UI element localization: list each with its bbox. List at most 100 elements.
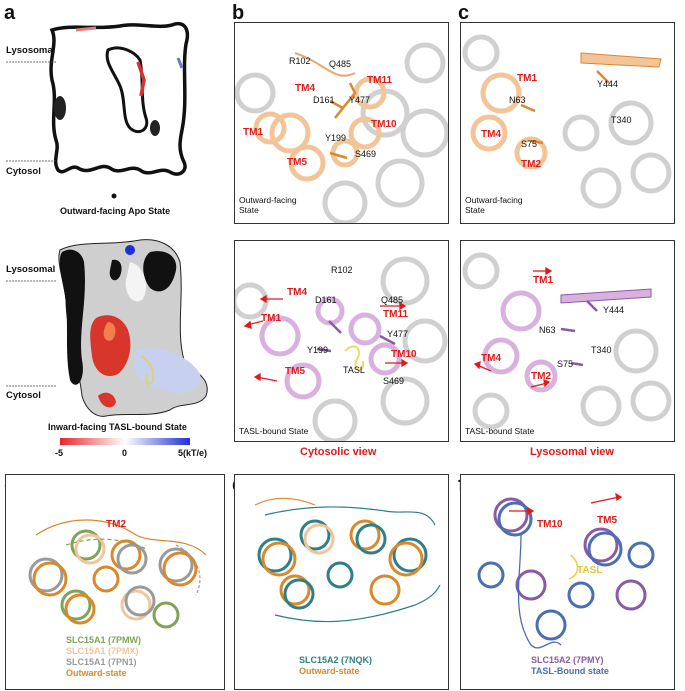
apo-dark-blob <box>54 96 66 120</box>
panel-a-surfaces <box>6 21 208 445</box>
tm11-label-b: TM11 <box>383 309 409 320</box>
tm5-label-f: TM5 <box>597 515 617 526</box>
overlay-d <box>28 519 207 629</box>
caption-tasl-bound: Inward-facing TASL-bound State <box>48 422 187 432</box>
res-Y444: Y444 <box>597 79 619 89</box>
scale-min: -5 <box>55 448 64 458</box>
res-Y477: Y477 <box>349 95 371 105</box>
legend-e-1: Outward-state <box>299 666 360 676</box>
tm2-label-d: TM2 <box>106 519 126 530</box>
overlay-f <box>477 492 655 649</box>
panel-d: TM2 SLC15A1 (7PMW) SLC15A1 (7PMX) SLC15A… <box>5 474 225 690</box>
helix-bundle-c-top <box>462 34 672 209</box>
tm1-label-c: TM1 <box>517 73 537 84</box>
tm4-label-b: TM4 <box>287 287 307 298</box>
tm10-label-f: TM10 <box>537 519 563 530</box>
helix-bundle-b-bottom <box>235 256 448 441</box>
helix-bundle-b-top <box>235 42 448 223</box>
cytosolic-view-label: Cytosolic view <box>300 446 377 458</box>
state-label-b-bottom: TASL-bound State <box>239 426 309 436</box>
helix-bundle-c-bottom <box>462 252 672 430</box>
apo-red-patch <box>136 61 146 97</box>
tm10-label: TM10 <box>371 119 397 130</box>
lysosomal-view-label: Lysosomal view <box>530 446 614 458</box>
scale-max: 5(kT/e) <box>178 448 208 458</box>
res-TASL-b: TASL <box>343 365 365 375</box>
state-label-c-bottom: TASL-bound State <box>465 426 535 436</box>
res-Y199: Y199 <box>325 133 347 143</box>
apo-dot <box>111 193 117 199</box>
res-T340-b: T340 <box>591 345 612 355</box>
tasl-black-region-3 <box>109 259 122 281</box>
tm2-label-c: TM2 <box>521 159 541 170</box>
cytosol-label-bottom: Cytosol <box>6 390 41 401</box>
tm5-label: TM5 <box>287 157 307 168</box>
tasl-black-region <box>59 249 85 385</box>
res-Y477-b: Y477 <box>387 329 409 339</box>
tasl-orange-region <box>103 322 116 341</box>
panel-label-a: a <box>4 2 16 24</box>
panel-label-b: b <box>232 2 245 24</box>
tasl-label-f: TASL <box>577 565 603 576</box>
panel-b-top: R102 Q485 TM11 TM4 D161 Y477 TM1 TM10 Y1… <box>234 22 449 224</box>
res-S469: S469 <box>355 149 377 159</box>
apo-dark-blob-2 <box>150 120 160 136</box>
apo-blue-patch <box>176 57 184 69</box>
legend-f-1: TASL-Bound state <box>531 666 609 676</box>
panel-a: Lysosomal Cytosol Outward-facing Apo Sta… <box>0 0 228 470</box>
tm10-label-b: TM10 <box>391 349 417 360</box>
tm1-label-b: TM1 <box>261 313 281 324</box>
res-Y444-b: Y444 <box>603 305 625 315</box>
res-D161: D161 <box>313 95 335 105</box>
scale-mid: 0 <box>122 448 128 458</box>
caption-apo: Outward-facing Apo State <box>60 206 171 216</box>
apo-inner-cavity <box>105 46 149 134</box>
overlay-e <box>254 497 441 623</box>
res-N63-b: N63 <box>539 325 556 335</box>
lysosomal-label-top: Lysosomal <box>6 45 56 56</box>
legend-f-0: SLC15A2 (7PMY) <box>531 655 604 665</box>
tm11-label: TM11 <box>367 75 393 86</box>
legend-d-1: SLC15A1 (7PMX) <box>66 646 139 656</box>
res-S469-b: S469 <box>383 376 405 386</box>
legend-e-0: SLC15A2 (7NQK) <box>299 655 373 665</box>
tasl-yellow-peptide <box>141 355 154 385</box>
legend-d-2: SLC15A1 (7PN1) <box>66 657 137 667</box>
panel-b-bottom: R102 TM4 D161 Q485 TM1 TM11 Y477 Y199 TM… <box>234 240 449 442</box>
tm4-label-c: TM4 <box>481 129 501 140</box>
res-N63: N63 <box>509 95 526 105</box>
res-D161-b: D161 <box>315 295 337 305</box>
tm5-label-b: TM5 <box>285 366 305 377</box>
tasl-blue-region <box>134 348 201 394</box>
res-Q485-b: Q485 <box>381 295 404 305</box>
legend-d-3: Outward-state <box>66 668 127 678</box>
apo-surface-outline <box>49 21 190 176</box>
tm2-label-c-b: TM2 <box>531 371 551 382</box>
tasl-white-region <box>125 262 146 302</box>
res-R102-b: R102 <box>331 265 353 275</box>
state-label-c-top: Outward-facing State <box>465 195 523 215</box>
tm1-label-c-b: TM1 <box>533 275 553 286</box>
res-S75-b: S75 <box>557 359 574 369</box>
legend-d-0: SLC15A1 (7PMW) <box>66 635 142 645</box>
tm4-label-c-b: TM4 <box>481 353 501 364</box>
res-Y199-b: Y199 <box>307 345 329 355</box>
tasl-blue-top <box>125 245 135 255</box>
state-label-b-top: Outward-facing State <box>239 195 297 215</box>
tm4-label: TM4 <box>295 83 315 94</box>
res-S75: S75 <box>521 139 538 149</box>
lysosomal-label-bottom: Lysosomal <box>6 264 56 275</box>
tasl-red-base <box>98 392 116 408</box>
cytosol-label-top: Cytosol <box>6 166 41 177</box>
panel-c-bottom: TM1 Y444 N63 TM4 T340 S75 TM2 TASL-bound… <box>460 240 675 442</box>
res-R102: R102 <box>289 56 311 66</box>
panel-e: SLC15A2 (7NQK) Outward-state <box>234 474 449 690</box>
tasl-red-region <box>90 315 131 376</box>
apo-red-patch-2 <box>75 26 97 32</box>
panel-c-top: TM1 Y444 N63 TM4 T340 S75 TM2 Outward-fa… <box>460 22 675 224</box>
tm1-label: TM1 <box>243 127 263 138</box>
res-Q485: Q485 <box>329 59 352 69</box>
res-T340: T340 <box>611 115 632 125</box>
potential-color-scale <box>60 438 190 445</box>
panel-label-c: c <box>458 2 470 24</box>
